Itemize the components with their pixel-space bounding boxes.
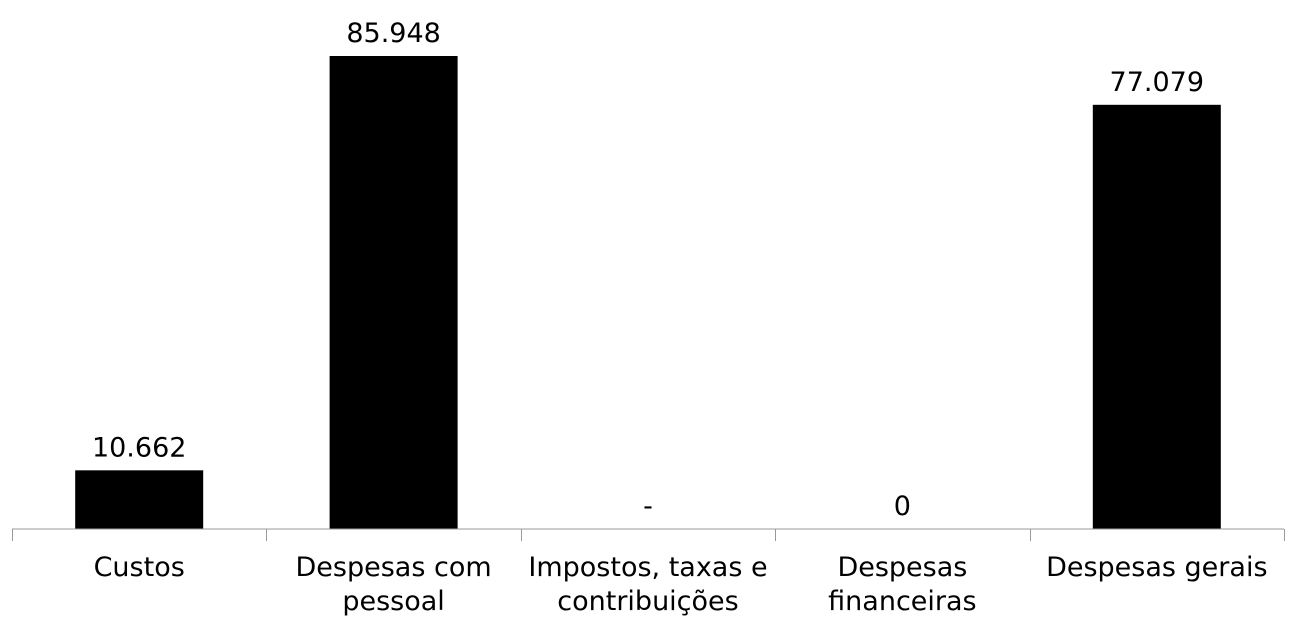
category-label-line: Custos [94, 552, 185, 583]
bar [329, 56, 458, 529]
category-label: Impostos, taxas e contribuições [528, 552, 767, 617]
x-axis [12, 528, 1285, 541]
bar [1092, 104, 1221, 529]
category-label-line: pessoal [342, 586, 444, 617]
category-label: Despesas com pessoal [296, 552, 492, 617]
data-label: 77.079 [1110, 67, 1204, 98]
bar [75, 470, 204, 529]
category-label: Despesas financeiras [828, 552, 976, 617]
category-label-line: Despesas com [296, 552, 492, 583]
category-label-line: contribuições [557, 586, 738, 617]
category-labels-group: Custos Despesas com pessoal Impostos, taxas… [94, 552, 1268, 617]
data-labels-group: 10.662 85.948 - 0 77.079 [92, 18, 1204, 522]
data-label: 10.662 [92, 432, 186, 463]
category-label-line: Despesas gerais [1046, 552, 1267, 583]
category-label-line: Despesas [837, 552, 967, 583]
category-label: Despesas gerais [1046, 552, 1267, 583]
category-label-line: Impostos, taxas e [528, 552, 767, 583]
bars-group [75, 56, 1221, 529]
data-label: 85.948 [346, 18, 440, 49]
data-label: 0 [894, 491, 911, 522]
data-label: - [643, 491, 653, 522]
category-label: Custos [94, 552, 185, 583]
category-label-line: financeiras [828, 586, 976, 617]
